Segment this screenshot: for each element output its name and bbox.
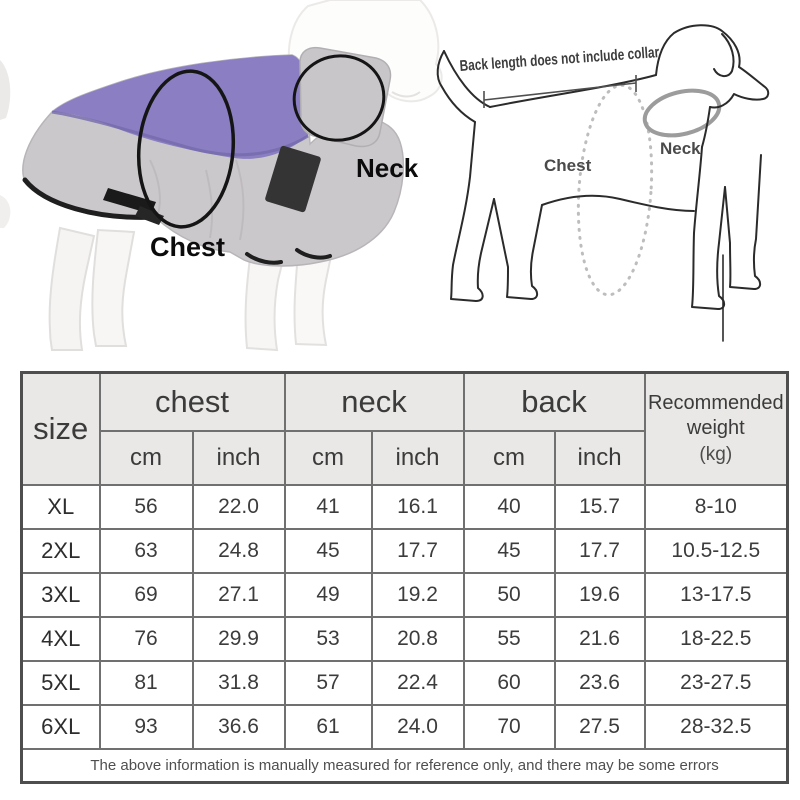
cell-back-inch: 15.7	[553, 484, 646, 530]
cell-neck-cm: 41	[283, 484, 373, 530]
cell-chest-cm: 93	[98, 704, 194, 750]
dog-coat-photo-figure: Neck Chest	[0, 0, 443, 352]
cell-neck-inch: 22.4	[370, 660, 465, 706]
cell-back-cm: 60	[462, 660, 556, 706]
table-row-xl: XL 56 22.0 41 16.1 40 15.7 8-10	[20, 484, 789, 530]
col-header-neck: neck	[283, 371, 465, 432]
cell-size: 2XL	[20, 528, 101, 574]
coat-panel-edge	[51, 110, 309, 157]
cell-back-inch: 23.6	[553, 660, 646, 706]
weight-label-line1: Recommended	[647, 392, 784, 415]
coat-trim	[22, 177, 332, 265]
col-header-back: back	[462, 371, 646, 432]
size-table-footer: The above information is manually measur…	[20, 748, 789, 784]
cell-neck-cm: 45	[283, 528, 373, 574]
table-row-6xl: 6XL 93 36.6 61 24.0 70 27.5 28-32.5	[20, 704, 789, 750]
left-neck-label: Neck	[356, 153, 419, 183]
cell-back-inch: 19.6	[553, 572, 646, 618]
cell-chest-cm: 69	[98, 572, 194, 618]
col-header-chest: chest	[98, 371, 286, 432]
cell-chest-inch: 29.9	[191, 616, 286, 662]
cell-chest-cm: 56	[98, 484, 194, 530]
cell-chest-inch: 24.8	[191, 528, 286, 574]
right-neck-label: Neck	[660, 139, 701, 158]
cell-chest-inch: 36.6	[191, 704, 286, 750]
cell-back-cm: 55	[462, 616, 556, 662]
coat-collar	[299, 46, 392, 148]
coat-purple-panel	[52, 55, 308, 159]
cell-chest-cm: 76	[98, 616, 194, 662]
cell-back-inch: 17.7	[553, 528, 646, 574]
unit-neck-cm: cm	[283, 430, 373, 486]
cell-weight: 18-22.5	[643, 616, 789, 662]
dog-outline	[436, 24, 770, 342]
cell-neck-cm: 57	[283, 660, 373, 706]
table-row-4xl: 4XL 76 29.9 53 20.8 55 21.6 18-22.5	[20, 616, 789, 662]
neck-measure-ring	[292, 54, 386, 142]
cell-neck-inch: 20.8	[370, 616, 465, 662]
photo-artifact	[0, 195, 11, 228]
cell-chest-inch: 22.0	[191, 484, 286, 530]
left-chest-label: Chest	[150, 232, 225, 262]
photo-artifact	[0, 60, 11, 120]
weight-unit: (kg)	[699, 444, 733, 466]
cell-back-cm: 50	[462, 572, 556, 618]
cell-neck-inch: 19.2	[370, 572, 465, 618]
dog-front-legs	[244, 252, 333, 352]
footnote-row: The above information is manually measur…	[20, 748, 789, 784]
cell-neck-cm: 49	[283, 572, 373, 618]
cell-weight: 28-32.5	[643, 704, 789, 750]
cell-chest-inch: 31.8	[191, 660, 286, 706]
footnote-text: The above information is manually measur…	[20, 748, 789, 784]
cell-size: 6XL	[20, 704, 101, 750]
cell-neck-inch: 24.0	[370, 704, 465, 750]
cell-chest-cm: 81	[98, 660, 194, 706]
right-chest-label: Chest	[544, 156, 592, 175]
table-row-2xl: 2XL 63 24.8 45 17.7 45 17.7 10.5-12.5	[20, 528, 789, 574]
header-row-units: cm inch cm inch cm inch	[22, 430, 788, 486]
cell-weight: 8-10	[643, 484, 789, 530]
size-table-body: XL 56 22.0 41 16.1 40 15.7 8-10 2XL 63 2…	[20, 484, 789, 750]
table-row-3xl: 3XL 69 27.1 49 19.2 50 19.6 13-17.5	[20, 572, 789, 618]
cell-weight: 13-17.5	[643, 572, 789, 618]
neck-girth-ring	[642, 88, 722, 138]
cell-back-inch: 27.5	[553, 704, 646, 750]
cell-chest-cm: 63	[98, 528, 194, 574]
cell-neck-cm: 53	[283, 616, 373, 662]
cell-weight: 23-27.5	[643, 660, 789, 706]
back-length-note: Back length does not include collar	[459, 44, 660, 75]
cell-back-cm: 40	[462, 484, 556, 530]
weight-label-line2: weight	[686, 417, 745, 440]
unit-back-inch: inch	[553, 430, 646, 486]
coat-wrinkles	[149, 159, 245, 241]
dog-hind-legs	[48, 226, 136, 351]
back-length-dimension	[483, 75, 637, 108]
cell-back-cm: 70	[462, 704, 556, 750]
size-table-section: size chest neck back Recommended weight …	[20, 371, 790, 784]
cell-chest-inch: 27.1	[191, 572, 286, 618]
cell-neck-inch: 16.1	[370, 484, 465, 530]
table-row-5xl: 5XL 81 31.8 57 22.4 60 23.6 23-27.5	[20, 660, 789, 706]
cell-weight: 10.5-12.5	[643, 528, 789, 574]
size-table-header: size chest neck back Recommended weight …	[20, 371, 789, 486]
cell-neck-cm: 61	[283, 704, 373, 750]
chest-measure-ring	[136, 69, 236, 229]
coat-shoulder-patch	[265, 145, 321, 213]
dog-measurement-diagram: Back length does not include collar Ches…	[436, 24, 770, 342]
unit-back-cm: cm	[462, 430, 556, 486]
unit-chest-cm: cm	[98, 430, 194, 486]
cell-size: 5XL	[20, 660, 101, 706]
col-header-size: size	[20, 371, 101, 486]
cell-size: 4XL	[20, 616, 101, 662]
cell-back-inch: 21.6	[553, 616, 646, 662]
col-header-recommended-weight: Recommended weight (kg)	[643, 371, 789, 486]
unit-chest-inch: inch	[191, 430, 286, 486]
cell-neck-inch: 17.7	[370, 528, 465, 574]
unit-neck-inch: inch	[370, 430, 465, 486]
header-row-groups: size chest neck back Recommended weight …	[20, 371, 789, 486]
cell-size: 3XL	[20, 572, 101, 618]
cell-back-cm: 45	[462, 528, 556, 574]
cell-size: XL	[20, 484, 101, 530]
size-table: size chest neck back Recommended weight …	[20, 371, 790, 784]
